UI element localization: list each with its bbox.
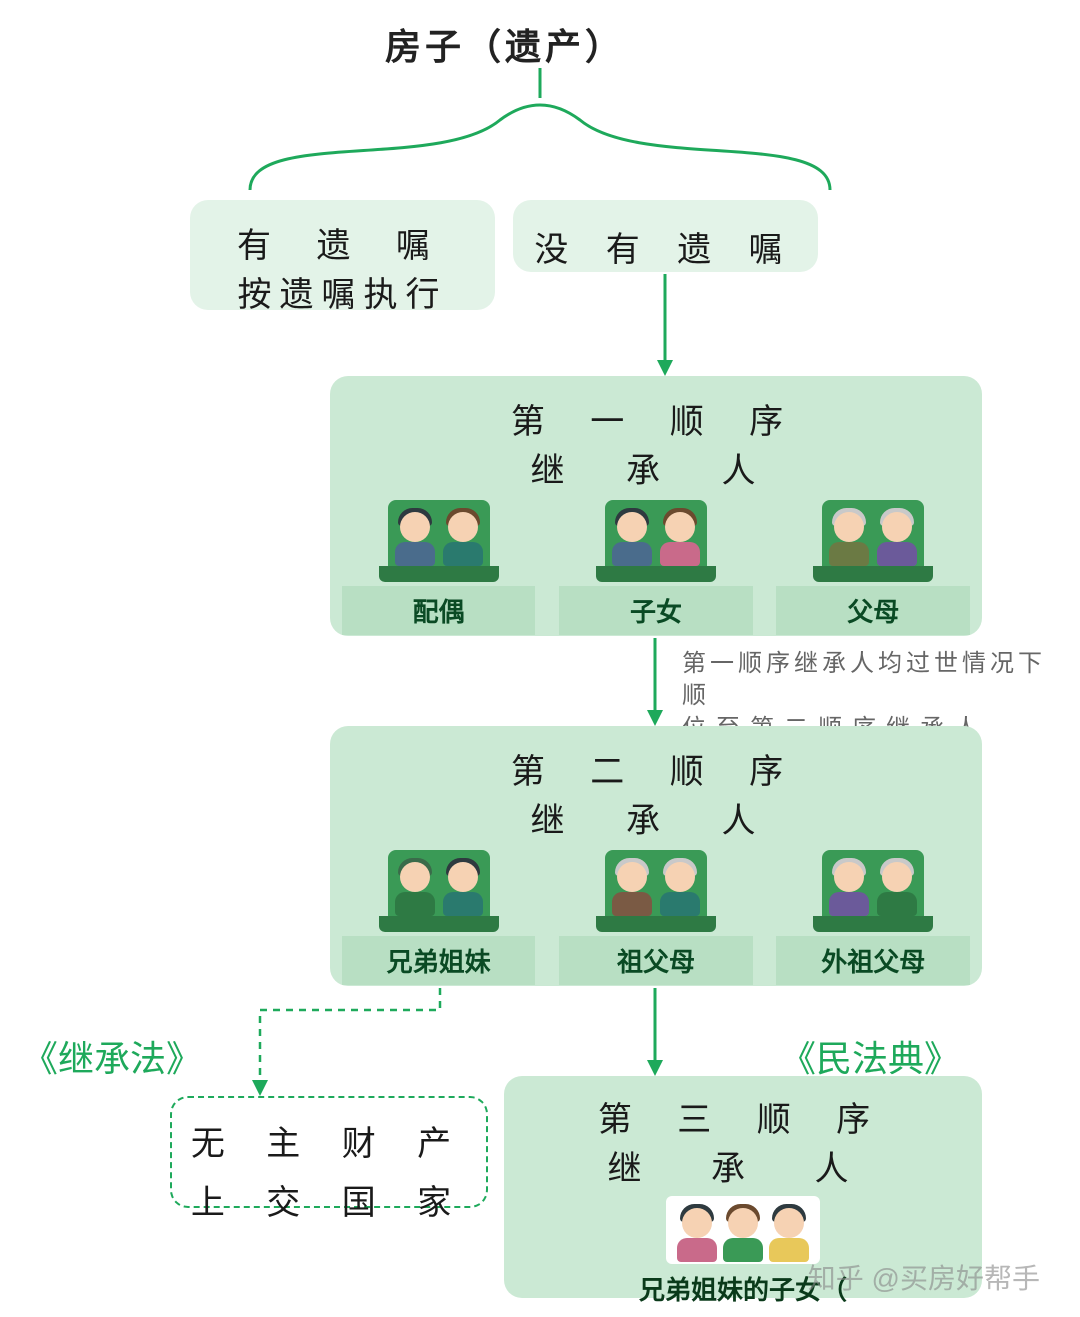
node-ownerless: 无 主 财 产 上 交 国 家	[170, 1096, 488, 1208]
law-left-label: 《继承法》	[22, 1030, 202, 1082]
ownerless-line2: 上 交 国 家	[191, 1175, 467, 1224]
law-right-label: 《民法典》	[780, 1030, 960, 1082]
person-icon	[720, 1202, 766, 1262]
person-icon	[674, 1202, 720, 1262]
third-order-line2: 继 承 人	[608, 1141, 879, 1190]
arrow-second-third	[0, 0, 1080, 1090]
watermark: 知乎 @买房好帮手	[808, 1257, 1040, 1297]
third-order-line1: 第 三 顺 序	[598, 1092, 888, 1141]
ownerless-line1: 无 主 财 产	[191, 1116, 467, 1165]
person-icon	[766, 1202, 812, 1262]
third-order-people	[666, 1196, 820, 1264]
